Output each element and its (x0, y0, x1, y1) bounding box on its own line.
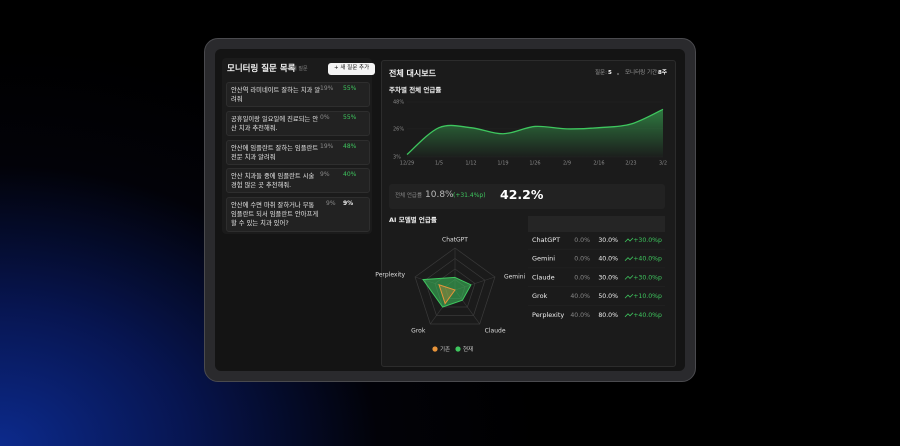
legend-swatch (432, 346, 438, 352)
after-value: 55% (343, 85, 357, 92)
summary-delta: (+31.4%p) (453, 192, 486, 199)
x-tick-label: 12/29 (400, 161, 414, 167)
x-tick-label: 3/2 (659, 161, 667, 167)
table-cell: 30.0% (598, 237, 618, 244)
table-cell: Perplexity (532, 311, 564, 319)
y-tick-label: 3% (393, 155, 401, 161)
dashboard-panel (381, 60, 676, 367)
after-value: 9% (343, 200, 354, 207)
table-cell: Grok (532, 292, 548, 300)
stat-label: 질문: (595, 70, 607, 76)
before-value: 9% (320, 171, 330, 178)
panel-title: 모니터링 질문 목록 (227, 64, 296, 74)
table-cell: Claude (532, 273, 555, 281)
table-cell: 0.0% (574, 237, 590, 244)
before-value: 19% (320, 143, 334, 150)
separator-dot (617, 73, 619, 75)
table-cell: 40.0% (570, 312, 590, 319)
table-cell: Gemini (532, 255, 555, 263)
legend-swatch (455, 346, 461, 352)
y-tick-label: 26% (393, 126, 404, 132)
radar-label: Grok (411, 327, 426, 334)
line (406, 108, 664, 156)
trend-icon (624, 237, 634, 243)
question-item[interactable] (226, 140, 370, 165)
radar-label: Gemini (504, 274, 526, 281)
radar-area (422, 276, 472, 308)
x-tick-label: 2/9 (563, 161, 571, 167)
add-question-button[interactable]: + 새 질문 추가 (328, 63, 376, 75)
chart-title: AI 모델별 언급률 (389, 216, 437, 224)
trend-icon (624, 293, 634, 299)
table-header-bg (528, 216, 665, 232)
x-tick-label: 1/26 (529, 161, 540, 167)
before-value: 19% (320, 85, 334, 92)
after-value: 40% (343, 171, 357, 178)
trend-icon (624, 312, 634, 318)
question-text: 안산 치과들 중에 임플란트 시술 경험 많은 곳 추천해줘. (231, 173, 315, 189)
question-text: 안산에 수면 마취 잘하거나 무통 임플란트 되서 임플란트 안아프게 할 수 … (231, 202, 319, 227)
stat-label: 모니터링 기간: (625, 70, 659, 76)
table-cell: +30.0%p (633, 274, 662, 281)
table-cell: 0.0% (574, 274, 590, 281)
question-text: 공휴일이랑 일요일에 진료되는 안산 치과 추천해줘. (231, 116, 319, 132)
trend-icon (624, 256, 634, 261)
table-cell: +40.0%p (633, 256, 662, 263)
table-cell: +10.0%p (633, 293, 662, 300)
table-cell: +40.0%p (633, 312, 662, 319)
after-value: 55% (343, 114, 357, 121)
table-cell: 40.0% (598, 256, 618, 263)
question-text: 안산역 라미네이트 잘하는 치과 알려줘 (231, 87, 321, 103)
table-cell: +30.0%p (633, 237, 662, 244)
question-count: 5개 질문 (289, 66, 308, 72)
x-tick-label: 1/19 (497, 161, 508, 167)
radar-label: ChatGPT (442, 237, 468, 244)
legend-label: 현재 (463, 345, 473, 353)
after-value: 48% (343, 143, 357, 150)
stat-value: 5 (608, 70, 612, 76)
chart-title: 주차별 전체 언급률 (389, 86, 442, 94)
question-item[interactable] (226, 82, 370, 107)
radar-grid (424, 258, 486, 316)
question-item[interactable] (226, 168, 370, 193)
question-text: 안산에 임플란트 잘하는 임플란트 전문 치과 알려줘 (231, 145, 319, 161)
trend-icon (624, 275, 634, 280)
table-cell: 30.0% (598, 274, 618, 281)
table-cell: 40.0% (570, 293, 590, 300)
stat-value: 8주 (658, 70, 667, 76)
radar-grid (414, 247, 496, 325)
x-tick-label: 1/5 (435, 161, 443, 167)
x-tick-label: 2/16 (593, 161, 604, 167)
radar-area (438, 284, 456, 305)
question-item[interactable] (226, 111, 370, 136)
before-value: 9% (326, 200, 336, 207)
dashboard-title: 전체 대시보드 (389, 69, 436, 78)
x-tick-label: 1/12 (465, 161, 476, 167)
summary-box (389, 184, 665, 209)
line-area (407, 109, 663, 157)
table-cell: 0.0% (574, 256, 590, 263)
radar-label: Claude (485, 327, 506, 334)
before-value: 0% (320, 114, 330, 121)
radar-label: Perplexity (375, 272, 405, 279)
y-tick-label: 48% (393, 100, 404, 106)
legend-label: 기존 (440, 345, 450, 353)
summary-label: 전체 언급률 (395, 193, 423, 199)
question-item[interactable] (226, 197, 370, 232)
table-cell: ChatGPT (532, 236, 560, 244)
summary-after: 42.2% (500, 187, 544, 202)
summary-before: 10.8% (425, 190, 454, 200)
table-cell: 80.0% (598, 312, 618, 319)
x-tick-label: 2/23 (625, 161, 636, 167)
table-cell: 50.0% (598, 293, 618, 300)
